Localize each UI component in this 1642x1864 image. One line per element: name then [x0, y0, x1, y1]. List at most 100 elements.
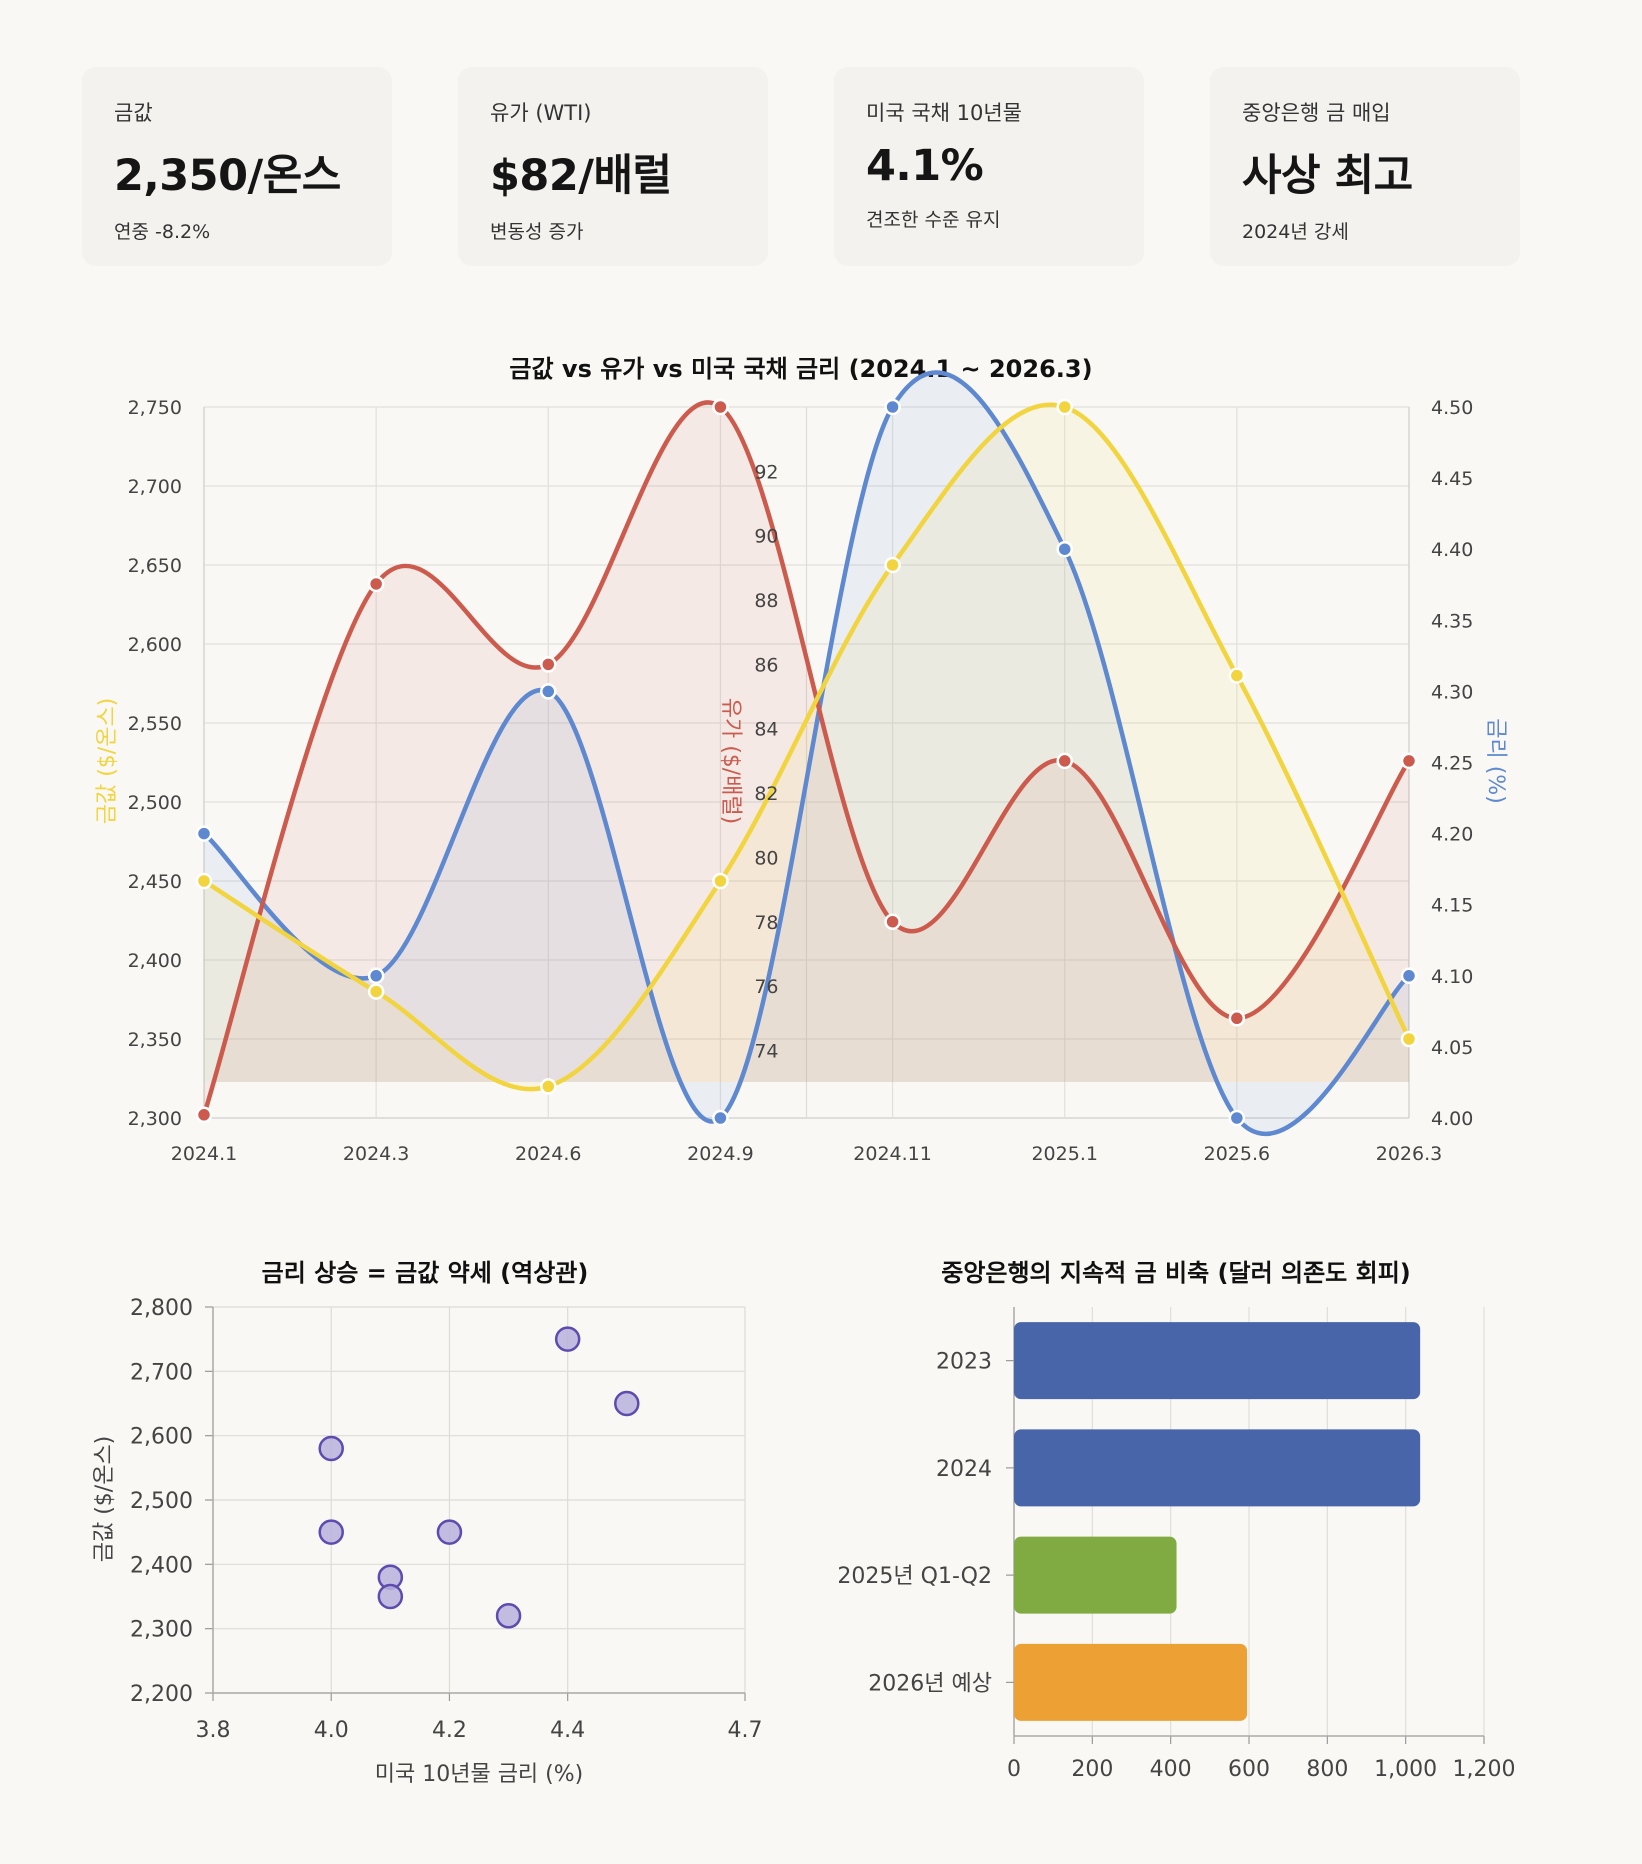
- mid-tick-label: 74: [754, 1040, 778, 1062]
- x-tick-label: 0: [1007, 1757, 1021, 1782]
- kpi-label: 금값: [114, 101, 153, 125]
- series-fills: [204, 372, 1409, 1134]
- scatter-x-label: 미국 10년물 금리 (%): [375, 1762, 583, 1787]
- gold-data-point: [884, 556, 901, 574]
- right-tick-label: 4.50: [1431, 397, 1473, 419]
- left-tick-label: 2,400: [128, 950, 182, 972]
- mid-tick-label: 76: [754, 976, 778, 998]
- kpi-sub: 견조한 수준 유지: [866, 209, 1001, 231]
- gold-data-point: [1400, 1030, 1418, 1048]
- mid-tick-label: 88: [754, 590, 778, 612]
- x-tick-label: 2024.11: [853, 1143, 932, 1165]
- kpi-value: 사상 최고: [1242, 151, 1413, 201]
- kpi-card-treasury: 미국 국채 10년물 4.1% 견조한 수준 유지: [834, 67, 1144, 266]
- left-tick-label: 2,550: [128, 713, 182, 735]
- left-tick-label: 2,450: [128, 871, 182, 893]
- x-tick-label: 1,200: [1453, 1757, 1516, 1782]
- right-tick-label: 4.20: [1431, 824, 1473, 846]
- y-tick-label: 2023: [936, 1350, 992, 1375]
- left-tick-label: 2,600: [128, 634, 182, 656]
- kpi-value: 2,350/온스: [114, 151, 341, 201]
- x-tick-label: 2024.9: [687, 1143, 753, 1165]
- mid-tick-label: 80: [754, 847, 778, 869]
- right-tick-label: 4.25: [1431, 753, 1473, 775]
- y-axis-left-label: 금값 ($/온스): [95, 698, 120, 825]
- left-tick-label: 2,300: [128, 1108, 182, 1130]
- x-tick-label: 200: [1071, 1757, 1113, 1782]
- oil-series-area: [204, 402, 1409, 1115]
- x-tick-label: 2024.1: [171, 1143, 237, 1165]
- gold-data-point: [367, 983, 385, 1000]
- scatter-point: [318, 1519, 344, 1545]
- oil-data-point: [1056, 752, 1073, 770]
- right-tick-label: 4.10: [1431, 966, 1473, 988]
- gold-data-point: [195, 872, 213, 890]
- x-tick-label: 800: [1306, 1757, 1348, 1782]
- y-tick-label: 2024: [936, 1457, 992, 1482]
- oil-data-point: [540, 656, 557, 673]
- scatter-point: [554, 1326, 581, 1352]
- y-tick-label: 2,800: [130, 1296, 193, 1321]
- bar-tick-labels: 0 200 400 600 800 1,000 1,200 2023 2024 2025년 Q1-…: [837, 1350, 1515, 1782]
- mid-tick-label: 86: [754, 654, 778, 676]
- kpi-label: 중앙은행 금 매입: [1242, 101, 1391, 125]
- gold-data-point: [540, 1078, 557, 1095]
- kpi-card-oil: 유가 (WTI) $82/배럴 변동성 증가: [458, 67, 768, 266]
- scatter-point: [495, 1603, 522, 1629]
- scatter-point: [318, 1435, 344, 1462]
- tick-labels: 2,300 2,350 2,400 2,450 2,500 2,550 2,600 2,650…: [128, 397, 1474, 1165]
- scatter-point: [614, 1390, 640, 1417]
- y-tick-label: 2,400: [130, 1553, 193, 1578]
- right-tick-label: 4.45: [1431, 468, 1473, 490]
- left-tick-label: 2,650: [128, 555, 182, 577]
- scatter-title: 금리 상승 = 금값 약세 (역상관): [262, 1259, 589, 1287]
- series-points: [195, 398, 1418, 1127]
- rate-data-point: [1056, 540, 1073, 558]
- y-tick-label: 2025년 Q1-Q2: [837, 1564, 992, 1589]
- bar-1: [1014, 1429, 1421, 1507]
- kpi-card-central-bank: 중앙은행 금 매입 사상 최고 2024년 강세: [1210, 67, 1520, 266]
- mid-tick-label: 92: [754, 461, 778, 483]
- x-tick-label: 3.8: [196, 1718, 231, 1743]
- x-tick-label: 400: [1150, 1757, 1192, 1782]
- x-tick-label: 2026.3: [1376, 1143, 1442, 1165]
- rate-data-point: [1400, 967, 1418, 985]
- oil-data-point: [1228, 1010, 1246, 1027]
- kpi-sub: 연중 -8.2%: [114, 221, 211, 243]
- scatter-y-label: 금값 ($/온스): [92, 1436, 117, 1563]
- x-tick-label: 600: [1228, 1757, 1270, 1782]
- rate-data-point: [884, 398, 901, 416]
- scatter-tick-labels: 2,200 2,300 2,400 2,500 2,600 2,700 2,800 3.8 4.…: [130, 1296, 762, 1743]
- bar-0: [1014, 1322, 1421, 1400]
- gold-data-point: [712, 872, 729, 890]
- x-tick-label: 4.0: [314, 1718, 349, 1743]
- scatter-point: [377, 1583, 404, 1610]
- kpi-sub: 2024년 강세: [1242, 221, 1349, 243]
- bar-2: [1014, 1536, 1177, 1614]
- right-tick-label: 4.00: [1431, 1108, 1473, 1130]
- mid-tick-label: 78: [754, 912, 778, 934]
- scatter-grid: [205, 1306, 746, 1701]
- rate-data-point: [712, 1109, 729, 1127]
- bar-series: [1014, 1322, 1421, 1721]
- right-tick-label: 4.35: [1431, 610, 1473, 632]
- rate-series-area: [204, 372, 1409, 1134]
- left-tick-label: 2,700: [128, 476, 182, 498]
- scatter-points: [318, 1326, 640, 1629]
- gold-data-point: [1228, 667, 1246, 684]
- oil-data-point: [195, 1106, 213, 1124]
- y-tick-label: 2,600: [130, 1425, 193, 1450]
- y-axis-right-label: 금리 (%): [1483, 718, 1508, 804]
- x-tick-label: 4.2: [432, 1718, 467, 1743]
- kpi-value: 4.1%: [866, 141, 984, 191]
- x-tick-label: 4.4: [550, 1718, 585, 1743]
- x-tick-label: 2025.1: [1031, 1143, 1097, 1165]
- kpi-label: 미국 국채 10년물: [866, 101, 1022, 125]
- right-tick-label: 4.05: [1431, 1037, 1473, 1059]
- rate-series-line: [201, 370, 1412, 1137]
- rate-data-point: [195, 825, 213, 842]
- y-axis-mid-label: 유가 ($/배럴): [718, 698, 743, 825]
- gold-series-area: [204, 404, 1409, 1090]
- mid-tick-label: 90: [754, 526, 778, 548]
